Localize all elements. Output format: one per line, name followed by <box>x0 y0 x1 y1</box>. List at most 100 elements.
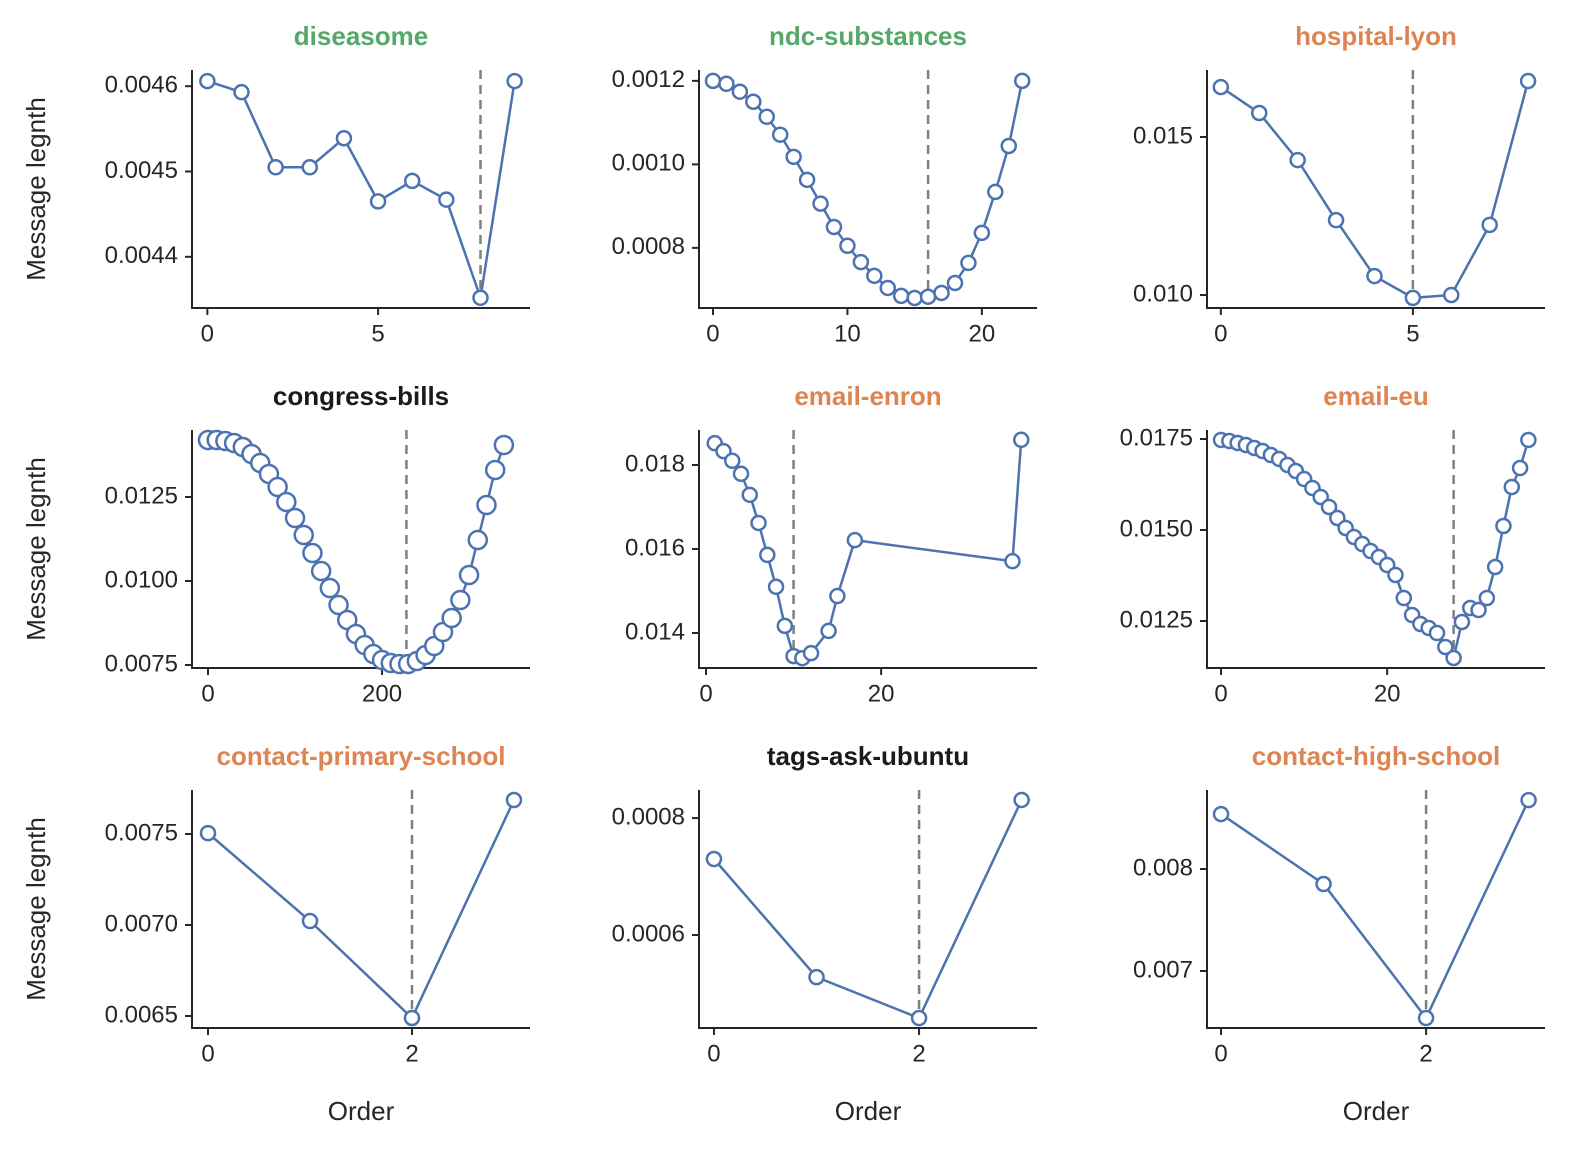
marker <box>403 172 421 190</box>
x-tick-label: 20 <box>1374 680 1401 707</box>
marker <box>267 158 284 176</box>
subplot: contact-primary-school 0.0065 0.0070 0.0075… <box>21 741 530 1126</box>
marker <box>718 75 735 93</box>
marker <box>825 218 843 236</box>
x-tick-label: 0 <box>201 680 214 707</box>
subplot: ndc-substances 0.0008 0.0010 0.0012 0 10 20 <box>612 21 1037 347</box>
marker <box>808 968 825 986</box>
marker <box>1486 558 1504 576</box>
subplot: contact-high-school 0.007 0.008 0 2 Order <box>1133 741 1545 1126</box>
marker <box>933 284 950 302</box>
marker <box>1004 552 1021 570</box>
marker <box>802 644 820 662</box>
marker <box>1212 78 1230 96</box>
marker <box>505 791 523 809</box>
marker <box>741 486 759 504</box>
marker <box>310 560 332 582</box>
marker <box>829 587 846 605</box>
series-line <box>206 79 516 299</box>
marker <box>705 850 723 868</box>
marker <box>1481 216 1498 234</box>
series-line <box>1220 799 1530 1021</box>
y-axis-label: Message legnth <box>21 97 51 281</box>
y-tick-label: 0.0125 <box>105 482 178 509</box>
subplot: congress-bills 0.0075 0.0100 0.0125 0 200 Mess… <box>21 381 530 707</box>
subplot: diseasome 0.0044 0.0045 0.0046 0 5 Message leg… <box>21 21 530 347</box>
marker <box>759 546 776 564</box>
marker <box>906 289 923 307</box>
marker <box>785 148 802 166</box>
marker <box>293 524 314 546</box>
x-tick-label: 10 <box>834 320 861 347</box>
x-tick-label: 0 <box>1214 680 1227 707</box>
y-tick-label: 0.0100 <box>105 566 178 593</box>
x-tick-label: 2 <box>1419 1040 1432 1067</box>
marker <box>1404 289 1422 307</box>
marker <box>438 191 455 208</box>
marker <box>1366 267 1383 285</box>
marker <box>199 824 217 842</box>
marker <box>973 224 991 242</box>
marker <box>1327 211 1345 229</box>
x-tick-label: 0 <box>1214 1040 1227 1067</box>
marker <box>233 83 250 101</box>
marker <box>1519 72 1537 90</box>
marker <box>1250 104 1268 122</box>
marker <box>724 452 741 470</box>
y-tick-label: 0.014 <box>625 618 685 645</box>
marker <box>1013 791 1030 809</box>
marker <box>892 287 910 305</box>
x-tick-label: 2 <box>912 1040 925 1067</box>
subplot-title: email-enron <box>794 381 941 411</box>
x-tick-label: 0 <box>201 1040 214 1067</box>
marker <box>369 193 387 210</box>
marker <box>276 491 297 513</box>
marker <box>704 72 722 90</box>
marker <box>458 564 480 586</box>
subplot: tags-ask-ubuntu 0.0006 0.0008 0 2 Order <box>612 741 1037 1126</box>
subplot-title: ndc-substances <box>769 21 967 51</box>
marker <box>910 1009 928 1027</box>
marker <box>1387 566 1404 584</box>
marker <box>1437 638 1454 656</box>
y-tick-label: 0.0012 <box>612 66 685 93</box>
marker <box>798 171 816 189</box>
x-axis-label: Order <box>835 1096 902 1126</box>
marker <box>1012 431 1030 449</box>
y-tick-label: 0.0150 <box>1120 515 1193 542</box>
y-tick-label: 0.0075 <box>105 650 178 677</box>
x-tick-label: 0 <box>706 320 719 347</box>
marker <box>1520 431 1537 449</box>
subplot-title: hospital-lyon <box>1295 21 1457 51</box>
marker <box>1289 151 1306 169</box>
y-axis-label: Message legnth <box>21 457 51 641</box>
series-line <box>713 439 1023 660</box>
marker <box>1013 72 1031 90</box>
subplot-title: contact-primary-school <box>217 741 506 771</box>
marker <box>319 577 341 599</box>
x-axis-label: Order <box>1343 1096 1410 1126</box>
marker <box>403 1009 421 1027</box>
marker <box>335 129 353 147</box>
y-tick-label: 0.0125 <box>1120 606 1193 633</box>
subplot-title: contact-high-school <box>1252 741 1500 771</box>
subplot-title: congress-bills <box>273 381 449 411</box>
marker <box>199 72 216 90</box>
marker <box>771 126 789 143</box>
marker <box>1503 478 1521 496</box>
y-tick-label: 0.0045 <box>105 157 178 184</box>
marker <box>1511 459 1529 477</box>
y-tick-label: 0.0008 <box>612 233 685 260</box>
marker <box>846 531 864 549</box>
y-tick-label: 0.0010 <box>612 150 685 177</box>
marker <box>1395 589 1413 607</box>
y-tick-label: 0.015 <box>1133 122 1193 149</box>
marker <box>1520 791 1537 809</box>
marker <box>839 237 856 255</box>
x-tick-label: 20 <box>868 680 895 707</box>
series-line <box>207 799 516 1021</box>
marker <box>946 274 964 292</box>
marker <box>866 267 883 285</box>
